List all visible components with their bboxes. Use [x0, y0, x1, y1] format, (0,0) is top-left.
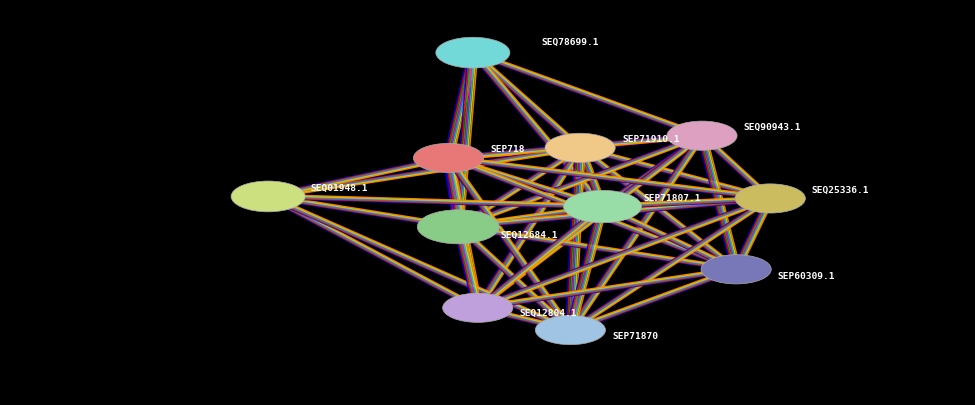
Circle shape — [545, 133, 615, 162]
Text: SEP71910.1: SEP71910.1 — [622, 135, 680, 144]
Text: SEP71870: SEP71870 — [612, 332, 658, 341]
Text: SEQ25336.1: SEQ25336.1 — [811, 186, 869, 195]
Circle shape — [231, 181, 305, 212]
Text: SEP71807.1: SEP71807.1 — [644, 194, 701, 203]
Circle shape — [443, 293, 513, 322]
Text: SEQ12804.1: SEQ12804.1 — [520, 309, 577, 318]
Text: SEP718: SEP718 — [490, 145, 525, 154]
Text: SEQ01948.1: SEQ01948.1 — [310, 184, 368, 193]
Circle shape — [436, 37, 510, 68]
Circle shape — [535, 315, 605, 345]
Text: SEQ12684.1: SEQ12684.1 — [500, 231, 558, 240]
Circle shape — [701, 255, 771, 284]
Circle shape — [735, 184, 805, 213]
Circle shape — [417, 210, 499, 244]
Text: SEQ90943.1: SEQ90943.1 — [743, 123, 800, 132]
Circle shape — [564, 190, 642, 223]
Text: SEQ78699.1: SEQ78699.1 — [541, 38, 599, 47]
Circle shape — [667, 121, 737, 150]
Text: SEP60309.1: SEP60309.1 — [777, 272, 835, 281]
Circle shape — [413, 143, 484, 173]
